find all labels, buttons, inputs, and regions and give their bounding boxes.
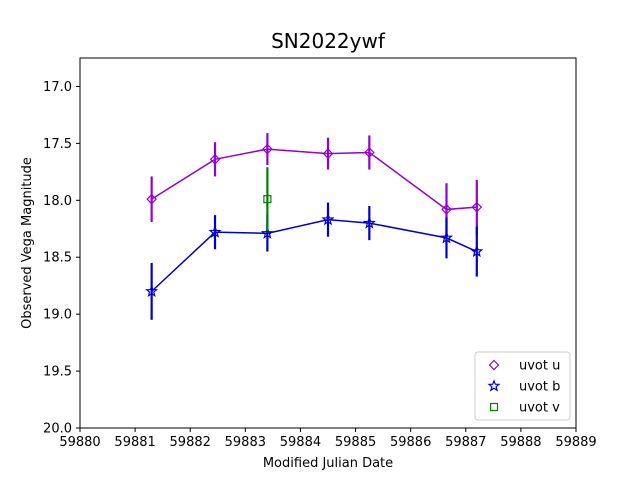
legend-marker <box>487 379 501 392</box>
data-point <box>145 284 159 297</box>
x-tick-label: 59886 <box>390 435 431 450</box>
data-point <box>260 226 274 239</box>
data-point <box>363 147 375 158</box>
x-tick-label: 59887 <box>445 435 486 450</box>
x-tick-label: 59880 <box>59 435 100 450</box>
data-point <box>263 195 272 204</box>
data-point <box>362 216 376 229</box>
y-tick-label: 17.5 <box>43 137 72 152</box>
data-point <box>321 212 335 226</box>
x-tick-label: 59884 <box>280 435 321 450</box>
legend-marker <box>488 359 500 371</box>
data-point <box>441 204 452 215</box>
data-point <box>208 225 222 238</box>
y-tick-label: 18.5 <box>43 251 72 266</box>
plot-frame <box>79 57 577 429</box>
series-uvot-b <box>145 202 484 320</box>
chart-title: SN2022ywf <box>271 29 386 53</box>
data-point <box>439 230 454 244</box>
x-axis-label: Modified Julian Date <box>263 456 393 471</box>
y-tick-label: 17.0 <box>43 80 72 95</box>
legend-label: uvot v <box>519 401 560 416</box>
series-uvot-u <box>146 133 483 236</box>
x-tick-label: 59889 <box>555 435 596 450</box>
legend-label: uvot b <box>519 380 560 395</box>
data-point <box>209 153 221 165</box>
x-tick-label: 59882 <box>170 435 211 450</box>
series-line-uvot-b <box>151 218 478 292</box>
x-tick-label: 59885 <box>335 435 376 450</box>
legend-label: uvot u <box>519 359 560 374</box>
y-axis-label: Observed Vega Magnitude <box>20 157 35 329</box>
x-tick-label: 59888 <box>500 435 541 450</box>
y-tick-label: 19.0 <box>43 308 72 323</box>
y-tick-label: 18.0 <box>43 194 72 209</box>
legend-box <box>474 351 571 421</box>
y-tick-label: 20.0 <box>43 422 72 437</box>
x-tick-label: 59883 <box>225 435 266 450</box>
series-line-uvot-u <box>151 148 477 211</box>
x-tick-label: 59881 <box>114 435 155 450</box>
y-tick-label: 19.5 <box>43 365 72 380</box>
data-point <box>322 148 334 159</box>
series-uvot-v <box>263 167 272 232</box>
data-point <box>146 193 157 205</box>
data-point <box>471 201 483 213</box>
data-point <box>470 244 484 258</box>
legend: uvot u uvot b uvot v <box>474 351 571 421</box>
data-point <box>262 143 273 155</box>
legend-marker <box>489 402 499 412</box>
